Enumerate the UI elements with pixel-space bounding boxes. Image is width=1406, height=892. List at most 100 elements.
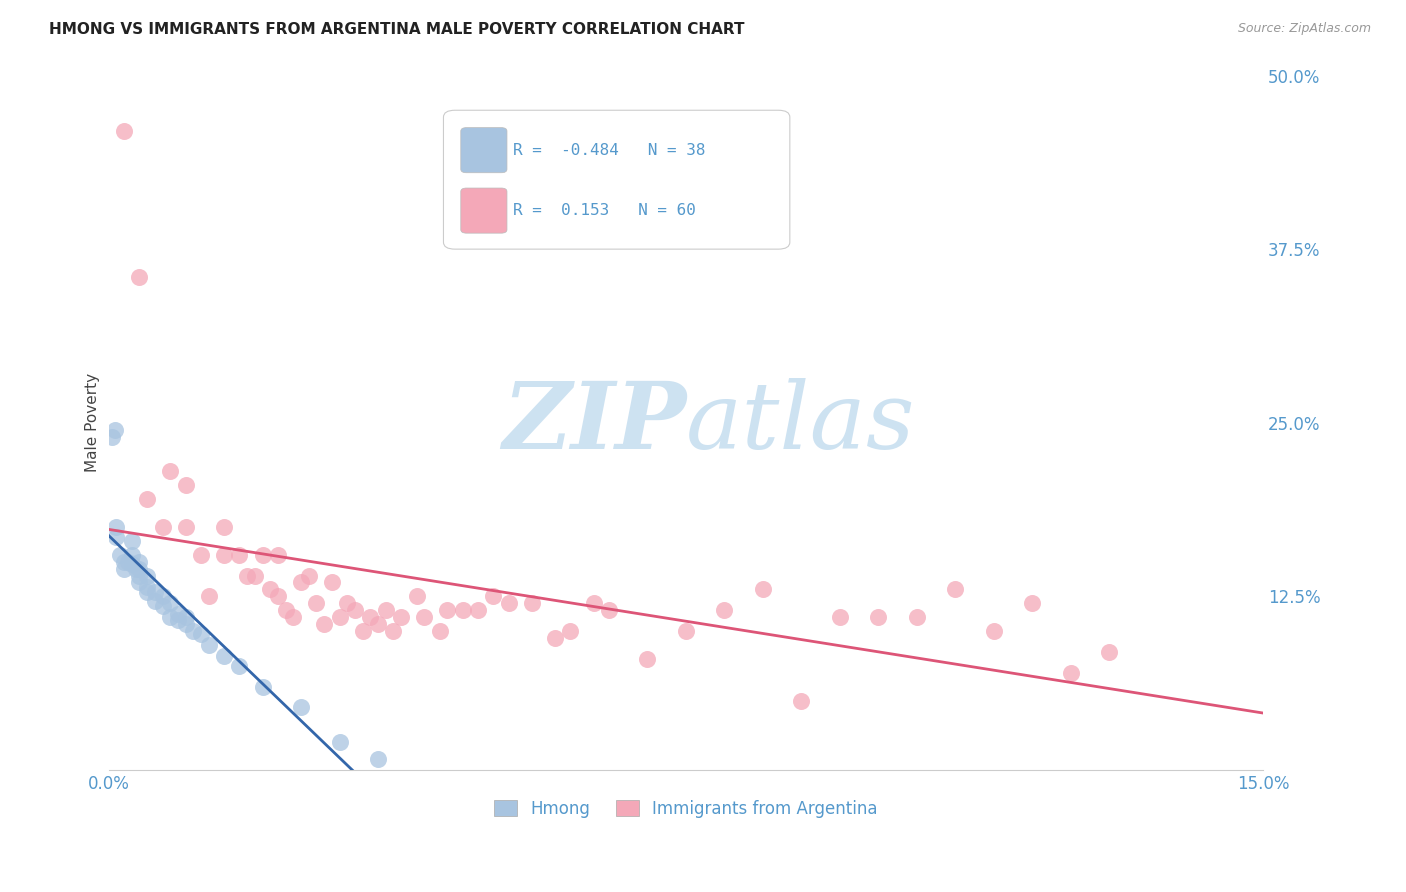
Point [343,603,366,617]
Point [560,624,582,639]
Point [152,590,174,604]
Point [329,735,352,749]
Point [128,555,150,569]
Point [236,568,259,582]
Point [359,610,381,624]
Point [112,561,135,575]
Point [252,680,274,694]
Point [112,124,135,138]
Point [117,555,139,569]
Point [228,658,250,673]
Point [290,700,312,714]
Point [167,613,190,627]
Point [128,561,150,575]
FancyBboxPatch shape [461,188,508,233]
Point [181,624,204,639]
Point [152,520,174,534]
Text: HMONG VS IMMIGRANTS FROM ARGENTINA MALE POVERTY CORRELATION CHART: HMONG VS IMMIGRANTS FROM ARGENTINA MALE … [49,22,745,37]
Point [405,590,427,604]
Legend: Hmong, Immigrants from Argentina: Hmong, Immigrants from Argentina [488,793,884,824]
Point [190,627,212,641]
Point [212,548,235,562]
Point [136,580,159,594]
Point [212,520,235,534]
Point [498,596,520,610]
Point [105,520,128,534]
Point [112,555,135,569]
Point [828,610,851,624]
Point [283,610,305,624]
Point [352,624,374,639]
Point [105,530,128,544]
Point [298,568,321,582]
Point [752,582,775,597]
Point [413,610,436,624]
Text: atlas: atlas [686,377,915,467]
Point [451,603,474,617]
Point [1021,596,1043,610]
Text: R =  0.153   N = 60: R = 0.153 N = 60 [513,203,696,219]
Point [174,478,197,492]
Point [212,649,235,664]
Point [367,752,389,766]
Point [321,575,343,590]
Point [197,590,219,604]
Point [675,624,697,639]
Point [108,548,131,562]
Text: Source: ZipAtlas.com: Source: ZipAtlas.com [1237,22,1371,36]
Point [243,568,266,582]
Point [167,607,190,622]
Point [228,548,250,562]
Point [159,610,181,624]
Text: ZIP: ZIP [502,377,686,467]
Text: R =  -0.484   N = 38: R = -0.484 N = 38 [513,143,706,158]
Point [101,430,124,444]
Point [713,603,735,617]
Point [267,590,290,604]
Point [983,624,1005,639]
Point [152,599,174,613]
Point [143,585,166,599]
Point [314,617,336,632]
Point [197,638,219,652]
Point [124,561,146,575]
Point [121,533,143,548]
Point [868,610,890,624]
Point [174,610,197,624]
Point [252,548,274,562]
Point [582,596,605,610]
Point [143,593,166,607]
Point [598,603,620,617]
Point [389,610,412,624]
Point [467,603,489,617]
Point [128,568,150,582]
Point [374,603,396,617]
Point [544,631,567,645]
Point [259,582,281,597]
Point [174,520,197,534]
Point [136,568,159,582]
Point [329,610,352,624]
Point [128,575,150,590]
Y-axis label: Male Poverty: Male Poverty [86,373,100,473]
Point [174,617,197,632]
Point [482,590,505,604]
Point [636,652,658,666]
Point [1098,645,1121,659]
Point [121,558,143,572]
Point [520,596,543,610]
Point [436,603,458,617]
Point [159,464,181,478]
Point [159,596,181,610]
Point [382,624,405,639]
Point [121,548,143,562]
Point [136,585,159,599]
Point [104,423,127,437]
Point [128,269,150,284]
Point [305,596,328,610]
Point [943,582,966,597]
Point [274,603,297,617]
Point [790,693,813,707]
Point [905,610,928,624]
FancyBboxPatch shape [461,128,508,173]
